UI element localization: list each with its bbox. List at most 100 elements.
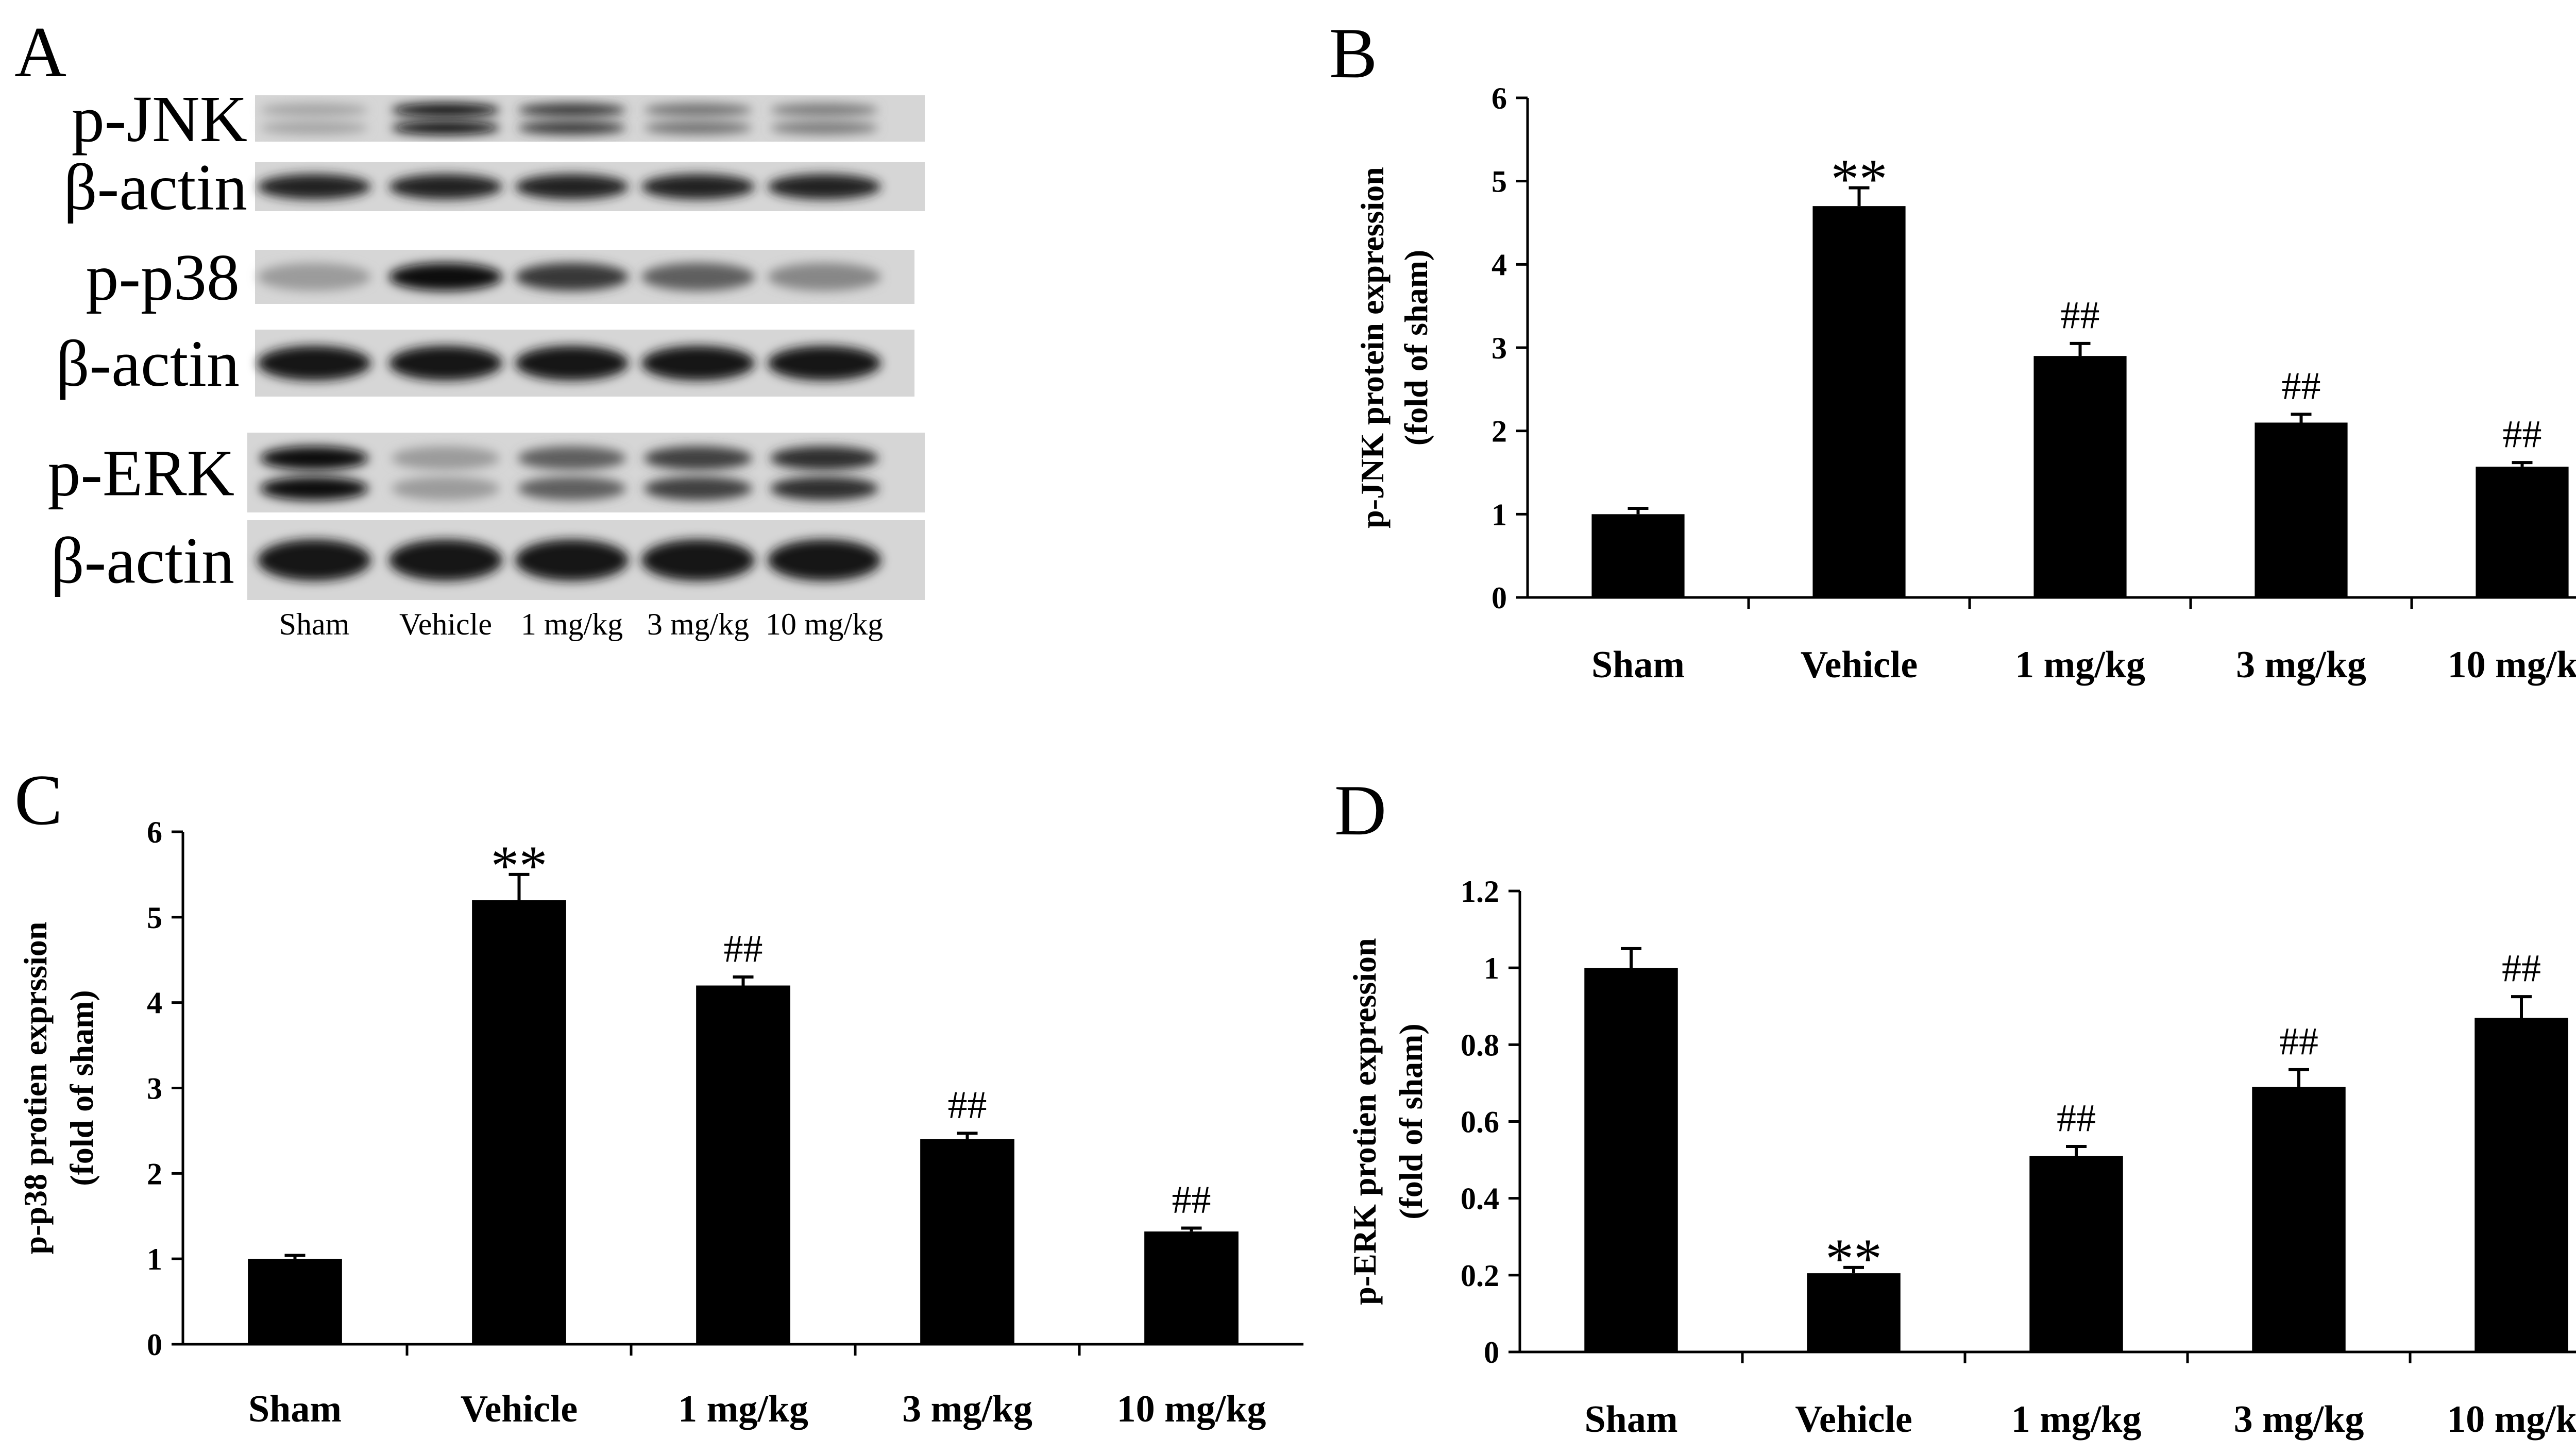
y-tick-label: 0 xyxy=(147,1328,162,1362)
y-tick-label: 0.8 xyxy=(1461,1028,1499,1062)
bar xyxy=(472,900,566,1344)
x-tick-label: Sham xyxy=(248,1388,342,1430)
y-tick-label: 4 xyxy=(147,986,162,1020)
significance-marker: ## xyxy=(1172,1178,1211,1221)
significance-marker: ## xyxy=(2279,1020,2318,1063)
bar xyxy=(1584,968,1678,1352)
blot-band xyxy=(515,174,629,200)
blot-band xyxy=(515,539,629,581)
significance-marker: ## xyxy=(2057,1097,2096,1140)
blot-row-label: β-actin xyxy=(56,327,240,400)
blot-band xyxy=(392,446,500,470)
x-tick-label: 1 mg/kg xyxy=(678,1388,808,1430)
blot-lane-label: 10 mg/kg xyxy=(766,607,883,641)
blot-band xyxy=(770,121,878,135)
blot-lane-label: 1 mg/kg xyxy=(521,607,623,641)
significance-marker: ## xyxy=(2503,413,2542,456)
blot-band xyxy=(770,446,878,470)
significance-marker: ** xyxy=(1831,148,1888,211)
blot-band xyxy=(770,103,878,117)
y-axis-subtitle: (fold of sham) xyxy=(63,990,100,1186)
blot-band xyxy=(258,174,371,200)
blot-row-label: p-ERK xyxy=(47,437,234,510)
blot-band xyxy=(515,346,629,381)
blot-row-label: β-actin xyxy=(51,524,235,597)
y-tick-label: 0 xyxy=(1484,1335,1499,1369)
y-tick-label: 0.6 xyxy=(1461,1105,1499,1139)
blot-band xyxy=(518,121,626,135)
bar xyxy=(2475,1018,2568,1352)
y-axis-subtitle: (fold of sham) xyxy=(1393,1023,1429,1219)
blot-band xyxy=(392,121,500,135)
blot-band xyxy=(258,263,371,291)
x-tick-label: 10 mg/kg xyxy=(1117,1388,1266,1430)
x-tick-label: Vehicle xyxy=(1801,644,1918,686)
blot-band xyxy=(258,346,371,381)
blot-band xyxy=(768,263,881,291)
y-axis-subtitle: (fold of sham) xyxy=(1398,250,1434,446)
blot-row: p-p38 xyxy=(86,241,914,314)
bar xyxy=(1591,514,1685,597)
blot-band xyxy=(768,346,881,381)
bar xyxy=(2029,1156,2123,1352)
x-tick-label: 10 mg/kg xyxy=(2447,1398,2576,1441)
blot-row: β-actin xyxy=(64,151,925,224)
significance-marker: ** xyxy=(491,834,548,897)
significance-marker: ## xyxy=(2282,364,2321,407)
blot-band xyxy=(260,121,368,135)
bar xyxy=(2252,1087,2346,1352)
y-tick-label: 0 xyxy=(1492,581,1507,615)
blot-band xyxy=(389,346,502,381)
blot-band xyxy=(518,446,626,470)
blot-band xyxy=(260,446,368,470)
bar xyxy=(1144,1231,1239,1344)
y-tick-label: 0.4 xyxy=(1461,1182,1499,1216)
blot-row: β-actin xyxy=(51,520,925,600)
blot-lane-label: Sham xyxy=(279,607,350,641)
y-tick-label: 4 xyxy=(1492,248,1507,282)
blot-band xyxy=(260,476,368,501)
blot-row: p-JNK xyxy=(72,82,925,156)
y-tick-label: 5 xyxy=(147,901,162,935)
blot-membrane xyxy=(247,433,925,512)
bar xyxy=(696,985,790,1344)
y-tick-label: 0.2 xyxy=(1461,1259,1499,1293)
blot-band xyxy=(518,103,626,117)
blot-band xyxy=(260,103,368,117)
blot-band xyxy=(644,121,752,135)
blot-band xyxy=(641,174,755,200)
panel-label: D xyxy=(1334,770,1386,850)
chart-panel-c: C 0 1 2 3 4 5 6 Sham Vehicle ** 1 mg/kg ## 3 mg/kg ## 1… xyxy=(14,760,1303,1430)
x-tick-label: Sham xyxy=(1591,644,1685,686)
y-axis-title: p-ERK protien expression xyxy=(1346,938,1383,1305)
y-tick-label: 1 xyxy=(1492,498,1507,532)
blot-band xyxy=(641,346,755,381)
chart-panel-d: D 0 0.2 0.4 0.6 0.8 1 1.2 Sham Vehicle ** 1 mg/kg ##… xyxy=(1334,770,2576,1441)
bar xyxy=(248,1259,342,1344)
bar xyxy=(920,1139,1014,1344)
x-tick-label: Vehicle xyxy=(461,1388,578,1430)
significance-marker: ## xyxy=(2061,294,2100,337)
blot-band xyxy=(644,476,752,501)
blot-band xyxy=(770,476,878,501)
blot-band xyxy=(389,539,502,581)
x-tick-label: 3 mg/kg xyxy=(902,1388,1032,1430)
panel-label: B xyxy=(1329,13,1377,93)
bar xyxy=(1807,1273,1901,1352)
x-tick-label: Vehicle xyxy=(1795,1398,1912,1441)
blot-band xyxy=(641,539,755,581)
y-axis-title: p-p38 protien exprssion xyxy=(17,921,54,1254)
x-tick-label: Sham xyxy=(1585,1398,1678,1441)
chart-panel-b: B 0 1 2 3 4 5 6 Sham Vehicle ** 1 mg/kg ## 3 mg/kg ## 1… xyxy=(1329,13,2576,686)
blot-band xyxy=(392,103,500,117)
y-tick-label: 6 xyxy=(1492,81,1507,115)
bar xyxy=(2033,356,2127,597)
x-tick-label: 3 mg/kg xyxy=(2236,644,2366,686)
blot-row-label: p-p38 xyxy=(86,241,240,314)
x-tick-label: 1 mg/kg xyxy=(2015,644,2145,686)
blot-band xyxy=(258,539,371,581)
blot-band xyxy=(389,263,502,291)
blot-lane-label: 3 mg/kg xyxy=(647,607,749,641)
blot-band xyxy=(389,174,502,200)
